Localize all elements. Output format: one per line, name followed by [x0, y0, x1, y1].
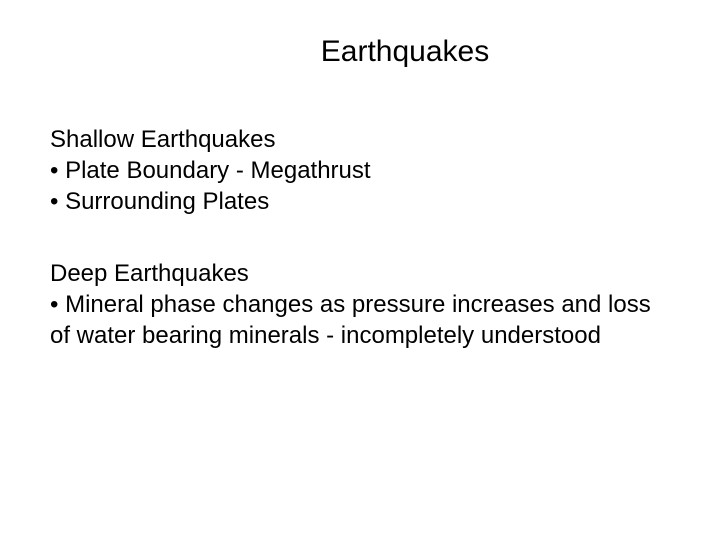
bullet-item: • Plate Boundary - Megathrust: [50, 155, 670, 186]
slide-container: Earthquakes Shallow Earthquakes • Plate …: [0, 0, 720, 540]
bullet-item: • Surrounding Plates: [50, 186, 670, 217]
section-deep: Deep Earthquakes • Mineral phase changes…: [50, 258, 670, 352]
section-heading-shallow: Shallow Earthquakes: [50, 124, 670, 155]
section-heading-deep: Deep Earthquakes: [50, 258, 670, 289]
slide-title: Earthquakes: [50, 35, 670, 69]
section-shallow: Shallow Earthquakes • Plate Boundary - M…: [50, 124, 670, 218]
bullet-item: • Mineral phase changes as pressure incr…: [50, 289, 670, 351]
